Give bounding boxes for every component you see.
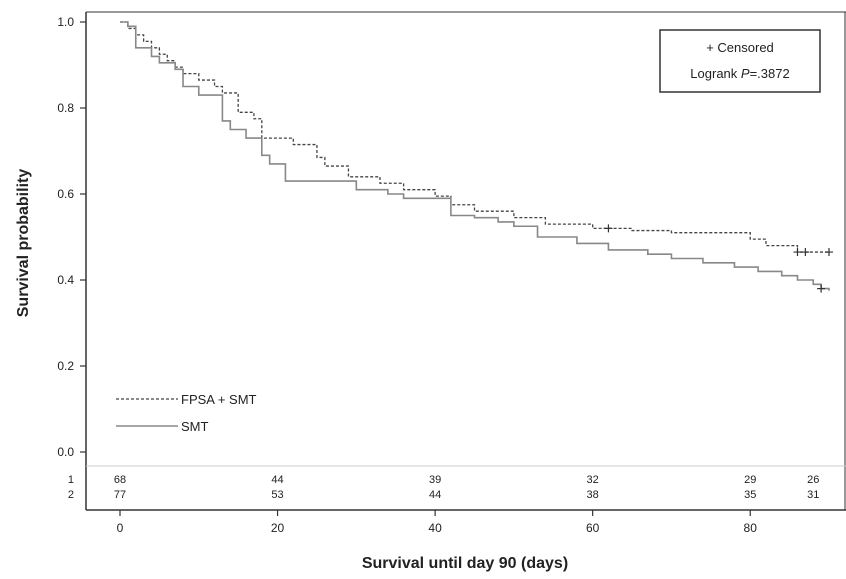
censor-mark [825,248,833,257]
risk-count: 32 [587,474,599,486]
y-axis-title: Survival probability [15,169,32,318]
y-tick-label: 0.2 [57,359,74,373]
x-axis-ticks: 0 20 40 60 80 [117,510,758,535]
logrank-value: =.3872 [750,66,790,81]
y-tick-label: 1.0 [57,15,74,29]
logrank-p: P [741,66,750,81]
risk-count: 39 [429,474,441,486]
x-tick-label: 20 [271,521,285,535]
risk-count: 44 [271,474,283,486]
risk-count: 26 [807,474,819,486]
logrank-note: Logrank P=.3872 [690,66,789,81]
risk-count: 31 [807,489,819,501]
legend-label-fpsa: FPSA + SMT [181,392,257,407]
censored-note: + Censored [706,40,774,55]
series-line-smt [120,21,830,291]
y-tick-label: 0.8 [57,101,74,115]
x-tick-label: 60 [586,521,600,535]
y-tick-label: 0.4 [57,273,74,287]
risk-count: 53 [271,489,283,501]
legend: FPSA + SMT SMT [116,392,257,434]
logrank-prefix: Logrank [690,66,741,81]
censor-mark [604,224,613,233]
x-axis-title: Survival until day 90 (days) [362,555,568,572]
risk-row-label: 2 [68,489,74,501]
y-tick-label: 0.0 [57,445,74,459]
x-tick-label: 80 [744,521,758,535]
risk-table: 1 68 44 39 32 29 26 2 77 53 44 38 35 31 [68,474,819,501]
risk-count: 29 [744,474,756,486]
risk-count: 38 [587,489,599,501]
y-tick-label: 0.6 [57,187,74,201]
risk-count: 77 [114,489,126,501]
y-axis-ticks: 0.0 0.2 0.4 0.6 0.8 1.0 [57,15,86,459]
censor-mark [793,248,802,257]
legend-label-smt: SMT [181,419,209,434]
x-tick-label: 0 [117,521,124,535]
series-line-fpsa-smt [120,21,829,253]
risk-count: 44 [429,489,441,501]
x-tick-label: 40 [428,521,442,535]
risk-count: 35 [744,489,756,501]
censor-mark [817,284,826,293]
risk-row-label: 1 [68,474,74,486]
series-layer [120,21,830,291]
censored-marks [604,224,833,293]
annotation-box [659,29,821,93]
risk-count: 68 [114,474,126,486]
censor-mark [801,248,810,257]
